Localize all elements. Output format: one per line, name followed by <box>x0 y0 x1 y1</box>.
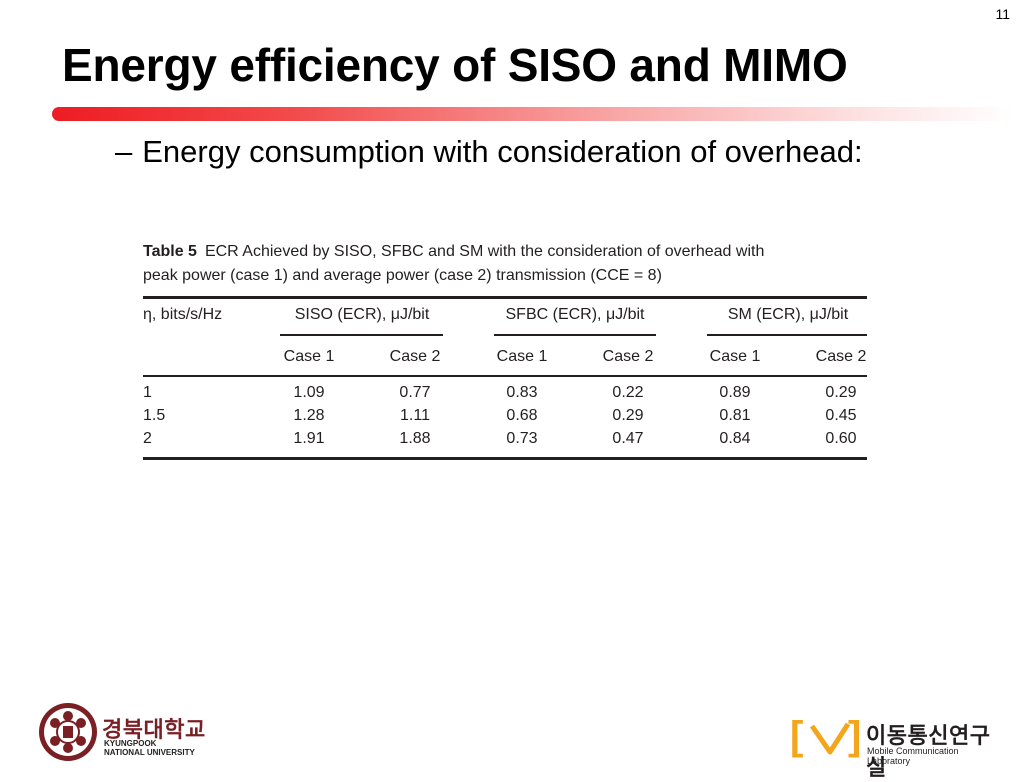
row-eta: 2 <box>143 430 152 447</box>
group-rule-siso <box>280 334 443 336</box>
left-bracket-icon: [ <box>790 714 804 758</box>
table-header-rule <box>143 375 867 377</box>
group-header-sfbc: SFBC (ECR), μJ/bit <box>505 306 645 323</box>
university-seal-icon <box>39 703 97 761</box>
table-cell: 0.84 <box>719 430 751 447</box>
table-label: Table 5 <box>143 243 197 260</box>
table-cell: 0.83 <box>506 384 538 401</box>
table-cell: 0.81 <box>719 407 751 424</box>
lab-logo: [ ] 이동통신연구실 Mobile Communication Laborat… <box>790 714 1000 780</box>
group-rule-sm <box>707 334 867 336</box>
table-cell: 1.11 <box>400 407 430 424</box>
table-cell: 1.09 <box>293 384 325 401</box>
table-bottom-rule <box>143 457 867 460</box>
table-cell: 0.47 <box>612 430 644 447</box>
table-cell: 0.77 <box>399 384 431 401</box>
row-eta: 1.5 <box>143 407 166 424</box>
title-underline-bar <box>52 107 1012 121</box>
lab-name-english: Mobile Communication Laboratory <box>867 746 959 766</box>
caption-text-1: ECR Achieved by SISO, SFBC and SM with t… <box>204 243 765 260</box>
table-caption: Table 5 ECR Achieved by SISO, SFBC and SM… <box>143 240 867 288</box>
subheader-sfbc-case2: Case 2 <box>602 348 654 365</box>
subheader-sm-case2: Case 2 <box>815 348 867 365</box>
table-cell: 1.88 <box>399 430 431 447</box>
table-cell: 0.73 <box>506 430 538 447</box>
university-logo: 경북대학교 KYUNGPOOK NATIONAL UNIVERSITY <box>38 702 208 764</box>
table-top-rule <box>143 296 867 299</box>
slide-title: Energy efficiency of SISO and MIMO <box>62 39 848 91</box>
subheader-siso-case2: Case 2 <box>389 348 441 365</box>
group-header-sm: SM (ECR), μJ/bit <box>727 306 849 323</box>
group-header-siso: SISO (ECR), μJ/bit <box>294 306 430 323</box>
table-cell: 0.22 <box>612 384 644 401</box>
bullet-text: Energy consumption with consideration of… <box>142 134 863 169</box>
subheader-sm-case1: Case 1 <box>709 348 761 365</box>
university-name-english: KYUNGPOOK NATIONAL UNIVERSITY <box>104 739 195 757</box>
ecr-table: Table 5 ECR Achieved by SISO, SFBC and SM… <box>143 240 867 460</box>
subheader-sfbc-case1: Case 1 <box>496 348 548 365</box>
page-number: 11 <box>995 6 1010 22</box>
row-header: η, bits/s/Hz <box>143 306 223 323</box>
table-cell: 0.45 <box>825 407 857 424</box>
subheader-siso-case1: Case 1 <box>283 348 335 365</box>
row-eta: 1 <box>143 384 152 401</box>
table-cell: 0.60 <box>825 430 857 447</box>
table-cell: 1.28 <box>293 407 325 424</box>
bullet-dash: – <box>115 134 133 169</box>
right-bracket-icon: ] <box>848 714 862 758</box>
table-cell: 0.29 <box>612 407 644 424</box>
lab-v-mark-icon <box>809 722 851 755</box>
caption-line-1: Table 5 ECR Achieved by SISO, SFBC and SM… <box>143 240 867 264</box>
university-name-korean: 경북대학교 <box>102 717 206 742</box>
table-cell: 0.29 <box>825 384 857 401</box>
table-cell: 1.91 <box>293 430 325 447</box>
bullet-item: – Energy consumption with consideration o… <box>115 134 863 170</box>
caption-text-2: peak power (case 1) and average power (c… <box>143 267 662 284</box>
table-cell: 0.89 <box>719 384 751 401</box>
group-rule-sfbc <box>494 334 656 336</box>
table-cell: 0.68 <box>506 407 538 424</box>
